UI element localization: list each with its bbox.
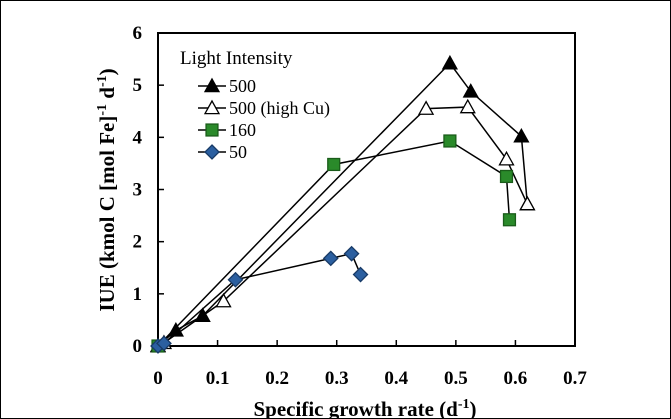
x-tick-label: 0.1 — [206, 368, 230, 389]
data-point — [443, 134, 457, 148]
x-tick-label: 0.3 — [325, 368, 349, 389]
data-point — [417, 100, 435, 115]
legend-item: 160 — [198, 120, 256, 140]
data-point — [513, 127, 530, 143]
legend-marker — [203, 77, 221, 93]
x-tick-label: 0.6 — [504, 368, 528, 389]
data-point — [227, 271, 244, 288]
data-point — [462, 83, 479, 98]
data-point — [519, 195, 536, 211]
x-axis-title: Specific growth rate (d-1) — [254, 397, 477, 419]
y-tick-label: 2 — [133, 232, 143, 253]
legend-marker — [204, 144, 220, 160]
x-tick-label: 0.4 — [384, 368, 408, 389]
y-axis-title: IUE (kmol C [mol Fe]-1 d-1) — [95, 68, 119, 311]
series-1 — [149, 54, 536, 353]
data-point — [441, 54, 459, 70]
data-point — [215, 292, 232, 308]
legend-item: 500 (high Cu) — [198, 98, 330, 119]
legend-label: 500 (high Cu) — [229, 98, 330, 119]
legend-label: 500 — [229, 76, 256, 96]
y-tick-label: 3 — [133, 180, 143, 201]
series-line — [157, 140, 511, 347]
data-point — [352, 266, 369, 283]
y-tick-label: 0 — [133, 336, 143, 357]
legend-marker — [205, 123, 219, 137]
data-point — [499, 169, 514, 184]
legend-marker — [203, 99, 221, 115]
legend-item: 50 — [198, 142, 247, 162]
x-tick-label: 0.5 — [444, 368, 468, 389]
data-point — [498, 150, 515, 166]
legend-item: 500 — [198, 76, 256, 96]
series-4 — [150, 245, 369, 354]
y-tick-label: 1 — [133, 284, 143, 305]
x-tick-label: 0.7 — [563, 368, 587, 389]
legend-label: 160 — [229, 120, 256, 140]
data-point — [322, 250, 339, 267]
data-point — [156, 335, 172, 352]
y-tick-label: 5 — [133, 75, 143, 96]
data-point — [459, 98, 476, 114]
x-tick-label: 0 — [153, 368, 163, 389]
x-tick-label: 0.2 — [265, 368, 289, 389]
data-point — [343, 245, 360, 262]
legend-title: Light Intensity — [180, 48, 293, 69]
series-line — [157, 106, 529, 347]
data-point — [502, 213, 517, 227]
y-tick-label: 6 — [133, 23, 143, 44]
legend-label: 50 — [229, 142, 247, 162]
series-layer — [149, 54, 536, 354]
data-point — [327, 157, 341, 172]
series-2 — [149, 98, 536, 353]
y-tick-label: 4 — [133, 127, 143, 148]
y-axis-ticks: 0 1 2 3 4 5 6 — [133, 23, 164, 357]
x-axis-ticks: 0 0.1 0.2 0.3 0.4 0.5 0.6 0.7 — [153, 340, 587, 389]
